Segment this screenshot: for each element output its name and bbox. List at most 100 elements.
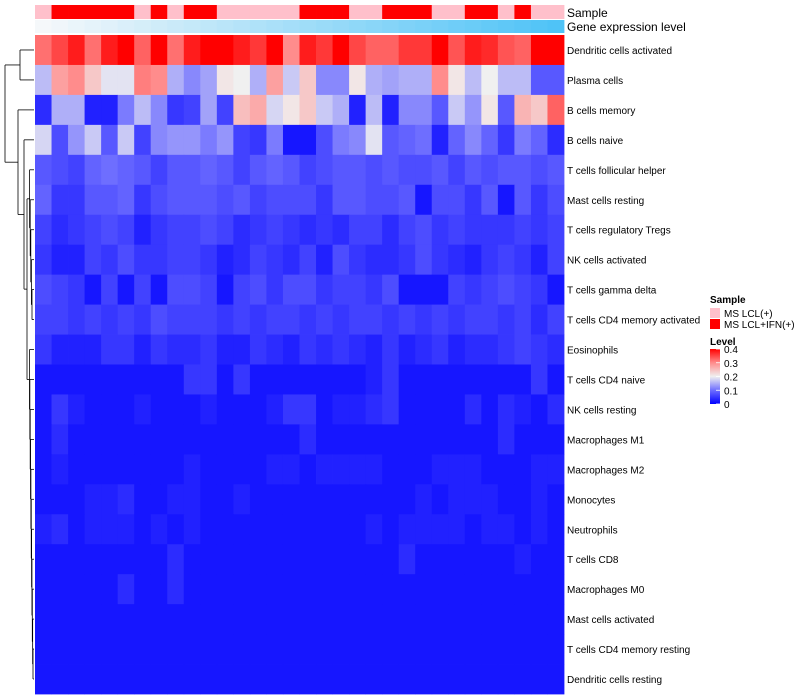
heatmap-cell — [547, 244, 565, 276]
heatmap-cell — [249, 634, 267, 665]
heatmap-cell — [233, 334, 251, 365]
heatmap-cell — [481, 64, 499, 96]
heatmap-cell — [266, 544, 284, 575]
heatmap-cell — [200, 454, 218, 485]
heatmap-cell — [84, 244, 102, 276]
heatmap-cell — [497, 514, 515, 545]
heatmap-cell — [51, 544, 69, 575]
heatmap-cell — [530, 424, 548, 455]
heatmap-cell — [332, 604, 350, 635]
heatmap-cell — [266, 154, 284, 186]
heatmap-cell — [35, 35, 52, 66]
heatmap-cell — [233, 94, 251, 126]
heatmap-cell — [365, 664, 383, 695]
row-label: T cells CD4 memory activated — [567, 316, 700, 327]
heatmap-cell — [150, 454, 168, 485]
heatmap-cell — [101, 274, 119, 305]
heatmap-cell — [117, 184, 135, 216]
heatmap-cell — [216, 334, 234, 365]
heatmap-cell — [365, 154, 383, 186]
heatmap-cell — [547, 35, 565, 66]
heatmap-cell — [415, 574, 433, 605]
heatmap-cell — [497, 274, 515, 305]
heatmap-cell — [332, 184, 350, 216]
heatmap-cell — [35, 244, 52, 276]
row-label: T cells follicular helper — [567, 166, 666, 177]
heatmap-cell — [35, 304, 52, 335]
heatmap-cell — [448, 514, 466, 545]
heatmap-cell — [382, 424, 400, 455]
row-label: B cells memory — [567, 106, 635, 117]
sample-cell — [183, 5, 201, 19]
heatmap-cell — [51, 64, 69, 96]
heatmap-cell — [398, 64, 416, 96]
row-label: Mast cells resting — [567, 196, 644, 207]
expression-cell — [382, 20, 400, 33]
legend-swatch-ifn — [710, 319, 720, 329]
heatmap-cell — [398, 604, 416, 635]
row-label: T cells gamma delta — [567, 286, 657, 297]
heatmap-cell — [68, 244, 85, 276]
legend-sample-title: Sample — [710, 295, 746, 306]
heatmap-cell — [365, 35, 383, 66]
heatmap-cell — [134, 244, 152, 276]
expression-cell — [200, 20, 218, 33]
heatmap-cell — [200, 94, 218, 126]
heatmap-cell — [316, 184, 333, 216]
heatmap-cell — [530, 35, 548, 66]
heatmap-cell — [51, 244, 69, 276]
heatmap-cell — [332, 214, 350, 246]
heatmap-cell — [183, 394, 201, 425]
heatmap-cell — [249, 544, 267, 575]
heatmap-cell — [448, 184, 466, 216]
heatmap-cell — [84, 604, 102, 635]
heatmap-cell — [84, 664, 102, 695]
heatmap-cell — [415, 424, 433, 455]
heatmap-cell — [349, 574, 367, 605]
heatmap-cell — [448, 244, 466, 276]
heatmap-cell — [464, 424, 482, 455]
heatmap-cell — [431, 604, 449, 635]
heatmap-cell — [183, 334, 201, 365]
heatmap-cell — [68, 64, 85, 96]
heatmap-cell — [216, 64, 234, 96]
heatmap-cell — [316, 244, 333, 276]
heatmap-cell — [514, 124, 532, 156]
heatmap-cell — [150, 304, 168, 335]
heatmap-cell — [530, 454, 548, 485]
sample-cell — [316, 5, 333, 19]
heatmap-cell — [183, 634, 201, 665]
heatmap-cell — [266, 94, 284, 126]
sample-cell — [117, 5, 135, 19]
heatmap-cell — [514, 35, 532, 66]
heatmap-cell — [117, 364, 135, 395]
heatmap-cell — [101, 634, 119, 665]
heatmap-cell — [464, 634, 482, 665]
heatmap-cell — [448, 35, 466, 66]
heatmap-cell — [101, 574, 119, 605]
heatmap-cell — [150, 484, 168, 515]
heatmap-cell — [332, 35, 350, 66]
heatmap-cell — [464, 244, 482, 276]
heatmap-cell — [35, 424, 52, 455]
heatmap-cell — [316, 394, 333, 425]
heatmap-cell — [530, 634, 548, 665]
heatmap-cell — [481, 35, 499, 66]
heatmap-cell — [514, 664, 532, 695]
heatmap-cell — [216, 154, 234, 186]
heatmap-cell — [514, 64, 532, 96]
heatmap-cell — [464, 154, 482, 186]
heatmap-cell — [497, 334, 515, 365]
heatmap-cell — [216, 184, 234, 216]
heatmap-cell — [464, 214, 482, 246]
heatmap-cell — [101, 334, 119, 365]
heatmap-cell — [117, 334, 135, 365]
expression-cell — [35, 20, 52, 33]
legend-item-lcl: MS LCL(+) — [724, 309, 773, 320]
heatmap-cell — [117, 154, 135, 186]
sample-cell — [547, 5, 565, 19]
heatmap-cell — [431, 244, 449, 276]
heatmap-cell — [134, 64, 152, 96]
heatmap-cell — [431, 214, 449, 246]
heatmap-cell — [134, 334, 152, 365]
